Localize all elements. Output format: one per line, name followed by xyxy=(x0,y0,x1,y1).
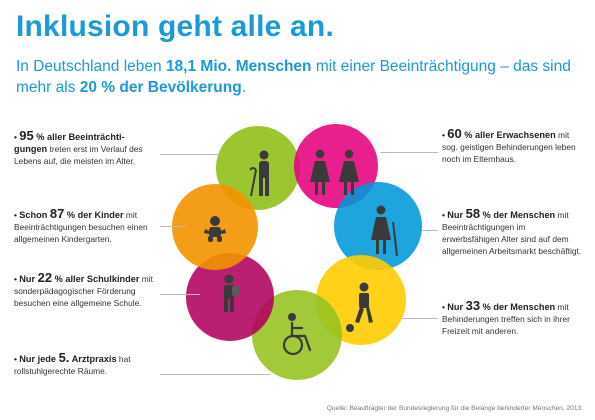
baby-icon xyxy=(204,216,226,242)
fact-item-left-3: • Nur 22 % aller Schulkinder mit sonderp… xyxy=(14,270,200,309)
subtitle-highlight-2: 20 % der Bevölkerung xyxy=(79,79,242,96)
source-note: Quelle: Beauftragter der Bundesregierung… xyxy=(326,405,583,412)
bullet-icon: • xyxy=(442,130,445,140)
fact-prefix: Nur xyxy=(447,302,466,312)
subtitle-text-1: In Deutschland leben xyxy=(16,58,166,75)
page-title: Inklusion geht alle an. xyxy=(16,10,334,43)
fact-lead: % der Kinder xyxy=(64,210,124,220)
fact-prefix: Nur xyxy=(447,210,466,220)
fact-text: treten erst im Verlauf des Lebens auf, d… xyxy=(14,144,143,166)
connector-line xyxy=(160,226,186,227)
fact-lead: % aller Erwachsenen xyxy=(461,130,556,140)
fact-text: mit Beeinträchtigungen besuchen einen al… xyxy=(14,210,148,244)
two-women-icon xyxy=(310,149,359,195)
fact-lead: % der Menschen xyxy=(480,302,556,312)
fact-prefix: Schon xyxy=(19,210,50,220)
fact-text: mit sonderpädagogischer Förderung besuch… xyxy=(14,274,153,308)
fact-lead: Arztpraxis xyxy=(69,354,117,364)
connector-line xyxy=(402,318,438,319)
child-with-backpack-icon xyxy=(224,274,239,312)
fact-number: 22 xyxy=(37,270,53,285)
page-subtitle: In Deutschland leben 18,1 Mio. Menschen … xyxy=(16,56,586,98)
fact-item-left-4: • Nur jede 5. Arztpraxis hat rollstuhlge… xyxy=(14,350,270,377)
person-with-ball-icon xyxy=(346,282,373,332)
fact-lead: % aller Beeinträchti-gungen xyxy=(14,132,125,154)
wheelchair-user-icon xyxy=(282,313,312,356)
fact-prefix: Nur jede xyxy=(19,354,59,364)
fact-text: mit sog. geistigen Behinderungen leben n… xyxy=(442,130,576,164)
circle-green-top xyxy=(216,126,300,210)
fact-item-left-1: • 95 % aller Beeinträchti-gungen treten … xyxy=(14,128,220,167)
bullet-icon: • xyxy=(442,210,445,220)
fact-number: 58 xyxy=(465,206,481,221)
woman-with-crutch-icon xyxy=(371,205,398,257)
fact-number: 33 xyxy=(465,298,481,313)
connector-line xyxy=(160,294,200,295)
bullet-icon: • xyxy=(442,302,445,312)
fact-item-right-2: • Nur 58 % der Menschen mit Beeinträchti… xyxy=(422,206,584,257)
fact-text: mit Behinderungen treffen sich in ihrer … xyxy=(442,302,570,336)
fact-number: 87 xyxy=(49,206,65,221)
subtitle-text-3: . xyxy=(241,79,247,96)
fact-lead: % aller Schulkinder xyxy=(52,274,140,284)
connector-line xyxy=(160,154,220,155)
fact-item-right-3: • Nur 33 % der Menschen mit Behinderunge… xyxy=(402,298,584,337)
fact-number: 95 xyxy=(19,128,34,143)
bullet-icon: • xyxy=(14,132,17,142)
subtitle-highlight-1: 18,1 Mio. Menschen xyxy=(165,58,312,75)
fact-text: hat rollstuhlgerechte Räume. xyxy=(14,354,131,376)
connector-line xyxy=(422,230,438,231)
connector-line xyxy=(380,152,438,153)
fact-number: 5. xyxy=(58,350,70,365)
subtitle-text-2: mit einer Beeinträchtigung – das sind me… xyxy=(16,58,571,96)
fact-number: 60 xyxy=(447,126,462,141)
fact-text: mit Beeinträchtigungen im erwerbsfähigen… xyxy=(442,210,582,256)
connector-line xyxy=(160,374,270,375)
fact-item-right-1: • 60 % aller Erwachsenen mit sog. geisti… xyxy=(380,126,584,165)
fact-prefix: Nur xyxy=(19,274,38,284)
bullet-icon: • xyxy=(14,274,17,284)
elderly-person-with-cane-icon xyxy=(249,150,269,197)
bullet-icon: • xyxy=(14,210,17,220)
fact-lead: % der Menschen xyxy=(480,210,556,220)
fact-item-left-2: • Schon 87 % der Kinder mit Beeinträchti… xyxy=(14,206,186,245)
bullet-icon: • xyxy=(14,354,17,364)
